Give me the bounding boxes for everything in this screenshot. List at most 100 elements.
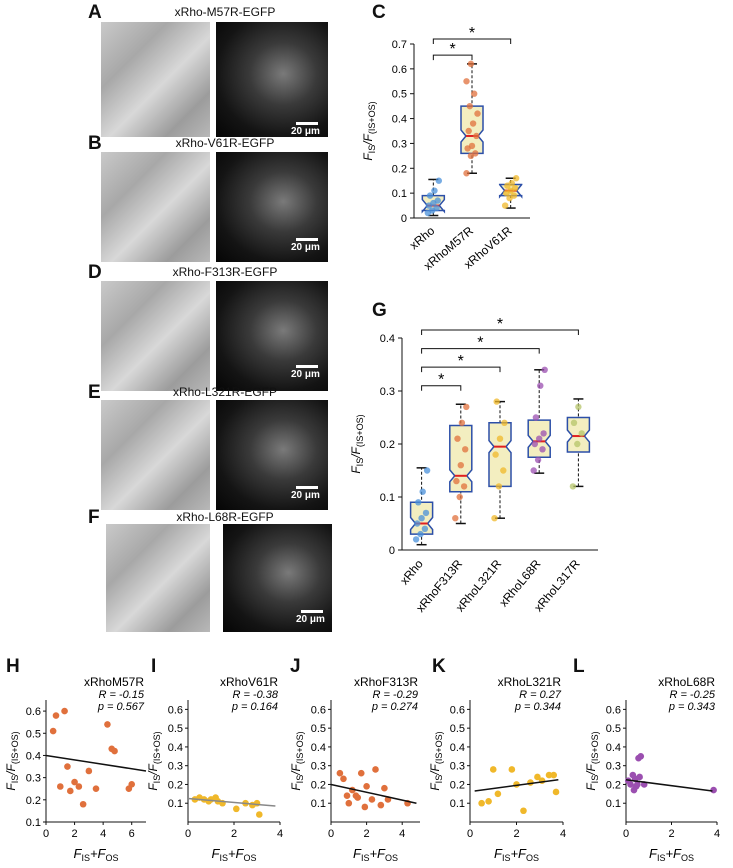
y-tick-label-H: 0.1 <box>26 817 41 829</box>
data-point-H <box>61 707 68 715</box>
data-point-C <box>463 170 470 177</box>
data-point-G <box>456 493 463 501</box>
trend-line-K <box>474 779 559 792</box>
data-point-I <box>233 805 240 813</box>
data-point-G <box>493 398 500 405</box>
data-point-K <box>494 790 502 798</box>
data-point-C <box>434 197 441 204</box>
chart-title-H: xRhoM57R <box>84 675 144 689</box>
fluorescence-image-f: 20 μm <box>223 524 332 632</box>
x-axis-label-K: FIS+FOS <box>494 846 539 863</box>
r-value-H: R = -0.15 <box>98 689 144 701</box>
trend-line-I <box>187 797 276 807</box>
image-title-f: xRho-L68R-EGFP <box>176 510 274 524</box>
x-axis-label-J: FIS+FOS <box>353 846 398 863</box>
x-tick-label-L: 4 <box>714 828 720 840</box>
data-point-H <box>79 800 87 808</box>
data-point-K <box>489 766 497 773</box>
brightfield-image-a <box>101 22 210 137</box>
y-axis-label-G: FIS/F(IS+OS) <box>349 414 365 473</box>
y-tick-label-H: 0.6 <box>26 706 41 718</box>
x-tick-label-H: 4 <box>100 828 106 840</box>
y-tick-label-C: 0.4 <box>392 114 407 126</box>
x-tick-label-J: 4 <box>399 828 405 840</box>
significance-bracket-G <box>421 348 540 354</box>
y-tick-label-C: 0 <box>401 213 407 225</box>
data-point-G <box>417 530 424 538</box>
data-point-G <box>415 499 422 506</box>
data-point-K <box>485 798 492 805</box>
chart-title-K: xRhoL321R <box>498 675 562 689</box>
y-tick-label-J: 0.4 <box>311 742 326 754</box>
data-point-J <box>381 784 388 792</box>
data-point-C <box>463 78 470 85</box>
data-point-G <box>422 509 430 517</box>
data-point-G <box>575 403 582 411</box>
trend-line-J <box>330 783 417 804</box>
panel-label-j: J <box>290 656 301 677</box>
scale-bar-b <box>296 238 318 241</box>
x-tick-label-H: 2 <box>72 828 78 840</box>
data-point-G <box>419 488 426 495</box>
y-tick-label-L: 0.4 <box>606 742 621 754</box>
data-point-C <box>510 192 518 199</box>
data-point-H <box>85 767 93 775</box>
data-point-K <box>478 799 485 807</box>
fluorescence-image-d: 20 μm <box>216 281 328 391</box>
y-tick-label-K: 0.1 <box>450 798 465 810</box>
data-point-K <box>520 807 527 815</box>
y-tick-label-K: 0.2 <box>450 779 465 791</box>
brightfield-image-d <box>101 281 210 391</box>
y-tick-label-G: 0.3 <box>380 386 395 398</box>
x-tick-label-K: 2 <box>513 828 519 840</box>
data-point-H <box>66 787 74 795</box>
data-point-C <box>465 127 472 135</box>
y-tick-label-H: 0.3 <box>26 773 41 785</box>
data-point-L <box>636 773 643 781</box>
y-tick-label-J: 0.5 <box>311 723 326 735</box>
data-point-C <box>474 110 481 117</box>
data-point-J <box>340 775 347 783</box>
data-point-G <box>418 515 425 522</box>
data-point-H <box>111 747 118 755</box>
data-point-C <box>469 120 477 127</box>
y-tick-label-H: 0.5 <box>26 728 41 740</box>
significance-star-G: * <box>438 372 444 389</box>
data-point-G <box>412 536 420 543</box>
data-point-G <box>496 435 504 442</box>
r-value-I: R = -0.38 <box>232 689 278 701</box>
panel-label-c: C <box>372 2 386 23</box>
significance-bracket-C <box>432 38 512 45</box>
brightfield-image-f <box>106 524 210 632</box>
x-tick-label-L: 2 <box>668 828 674 840</box>
p-value-H: p = 0.567 <box>97 701 145 713</box>
y-axis-label-H: FIS/F(IS+OS) <box>4 731 20 790</box>
x-tick-label-K: 0 <box>467 828 473 840</box>
data-point-G <box>537 382 544 389</box>
data-point-J <box>345 799 353 807</box>
data-point-H <box>104 721 111 728</box>
significance-star-C: * <box>450 41 456 58</box>
data-point-G <box>491 515 498 522</box>
data-point-H <box>75 783 83 790</box>
data-point-C <box>435 177 443 184</box>
data-point-J <box>357 769 365 777</box>
chart-title-L: xRhoL68R <box>658 675 715 689</box>
image-title-a: xRho-M57R-EGFP <box>174 5 276 19</box>
trend-line-H <box>45 754 147 772</box>
data-point-H <box>71 778 78 786</box>
data-point-G <box>414 520 421 527</box>
y-tick-label-G: 0.4 <box>380 333 395 345</box>
y-axis-label-C: FIS/F(IS+OS) <box>361 101 377 160</box>
significance-bracket-G <box>421 385 462 391</box>
data-point-G <box>463 403 470 411</box>
y-tick-label-G: 0 <box>389 545 395 557</box>
y-tick-label-L: 0.6 <box>606 704 621 716</box>
y-tick-label-H: 0.2 <box>26 795 41 807</box>
data-point-K <box>545 771 553 779</box>
y-tick-label-J: 0.1 <box>311 798 326 810</box>
x-tick-label-I: 2 <box>231 828 237 840</box>
